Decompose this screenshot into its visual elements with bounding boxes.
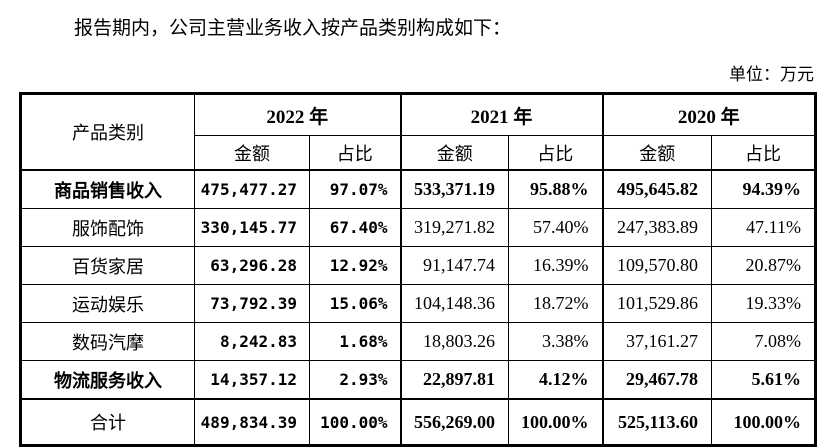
ratio-header-2021: 占比 <box>508 135 604 171</box>
amount-2022-cell: 475,477.27 <box>194 169 310 209</box>
ratio-2021-cell: 4.12% <box>508 360 604 400</box>
ratio-header-2020: 占比 <box>711 135 816 171</box>
amount-2022-cell: 8,242.83 <box>194 322 310 361</box>
table-row-logistics: 物流服务收入 14,357.12 2.93% 22,897.81 4.12% 2… <box>20 360 816 400</box>
amount-2020-cell: 247,383.89 <box>602 208 712 247</box>
amount-header-2020: 金额 <box>602 135 712 171</box>
amount-2020-cell: 29,467.78 <box>602 360 712 400</box>
amount-2021-cell: 22,897.81 <box>400 360 509 400</box>
intro-paragraph: 报告期内，公司主营业务收入按产品类别构成如下： <box>74 18 512 39</box>
row-label: 商品销售收入 <box>20 169 195 209</box>
ratio-2020-cell: 47.11% <box>711 208 816 247</box>
year-header-2022: 2022 年 <box>194 93 402 136</box>
ratio-2020-cell: 5.61% <box>711 360 816 400</box>
amount-2020-cell: 109,570.80 <box>602 246 712 285</box>
amount-2021-cell: 104,148.36 <box>400 284 509 323</box>
row-label: 合计 <box>20 398 195 446</box>
ratio-2021-cell: 95.88% <box>508 169 604 209</box>
ratio-2021-cell: 18.72% <box>508 284 604 323</box>
amount-header-2022: 金额 <box>194 135 310 171</box>
amount-2020-cell: 101,529.86 <box>602 284 712 323</box>
amount-2022-cell: 489,834.39 <box>194 398 310 446</box>
ratio-2021-cell: 100.00% <box>508 398 604 446</box>
row-label: 物流服务收入 <box>20 360 195 400</box>
header-row-years: 产品类别 2022 年 2021 年 2020 年 <box>20 93 816 171</box>
ratio-2022-cell: 97.07% <box>309 169 402 209</box>
ratio-2022-cell: 12.92% <box>309 246 402 285</box>
ratio-2020-cell: 94.39% <box>711 169 816 209</box>
amount-2021-cell: 533,371.19 <box>400 169 509 209</box>
ratio-2021-cell: 16.39% <box>508 246 604 285</box>
amount-2022-cell: 330,145.77 <box>194 208 310 247</box>
amount-2022-cell: 14,357.12 <box>194 360 310 400</box>
ratio-2020-cell: 20.87% <box>711 246 816 285</box>
amount-header-2021: 金额 <box>400 135 509 171</box>
amount-2021-cell: 18,803.26 <box>400 322 509 361</box>
amount-2020-cell: 37,161.27 <box>602 322 712 361</box>
revenue-by-category-table: 产品类别 2022 年 2021 年 2020 年 金额 占比 金额 占比 金额… <box>19 92 817 447</box>
year-header-2021: 2021 年 <box>400 93 604 136</box>
ratio-2020-cell: 100.00% <box>711 398 816 446</box>
header-row-metrics: 金额 占比 金额 占比 金额 占比 <box>21 135 816 171</box>
ratio-2021-cell: 57.40% <box>508 208 604 247</box>
table-row-goods-sales: 商品销售收入 475,477.27 97.07% 533,371.19 95.8… <box>20 169 816 209</box>
row-label: 数码汽摩 <box>20 322 195 361</box>
amount-2021-cell: 556,269.00 <box>400 398 509 446</box>
ratio-2022-cell: 67.40% <box>309 208 402 247</box>
amount-2021-cell: 319,271.82 <box>400 208 509 247</box>
amount-2020-cell: 525,113.60 <box>602 398 712 446</box>
row-label: 百货家居 <box>20 246 195 285</box>
row-label: 运动娱乐 <box>20 284 195 323</box>
year-header-2020: 2020 年 <box>602 93 816 136</box>
table-row-apparel: 服饰配饰 330,145.77 67.40% 319,271.82 57.40%… <box>20 208 816 247</box>
product-category-header: 产品类别 <box>20 93 195 171</box>
ratio-2020-cell: 7.08% <box>711 322 816 361</box>
table-row-total: 合计 489,834.39 100.00% 556,269.00 100.00%… <box>20 398 816 446</box>
amount-2020-cell: 495,645.82 <box>602 169 712 209</box>
ratio-2022-cell: 2.93% <box>309 360 402 400</box>
unit-label: 单位：万元 <box>729 65 814 84</box>
table-row-digital: 数码汽摩 8,242.83 1.68% 18,803.26 3.38% 37,1… <box>20 322 816 361</box>
row-label: 服饰配饰 <box>20 208 195 247</box>
amount-2022-cell: 73,792.39 <box>194 284 310 323</box>
ratio-2020-cell: 19.33% <box>711 284 816 323</box>
table-row-sports: 运动娱乐 73,792.39 15.06% 104,148.36 18.72% … <box>20 284 816 323</box>
ratio-header-2022: 占比 <box>309 135 402 171</box>
table-row-household: 百货家居 63,296.28 12.92% 91,147.74 16.39% 1… <box>20 246 816 285</box>
ratio-2022-cell: 1.68% <box>309 322 402 361</box>
ratio-2021-cell: 3.38% <box>508 322 604 361</box>
ratio-2022-cell: 100.00% <box>309 398 402 446</box>
amount-2021-cell: 91,147.74 <box>400 246 509 285</box>
ratio-2022-cell: 15.06% <box>309 284 402 323</box>
amount-2022-cell: 63,296.28 <box>194 246 310 285</box>
